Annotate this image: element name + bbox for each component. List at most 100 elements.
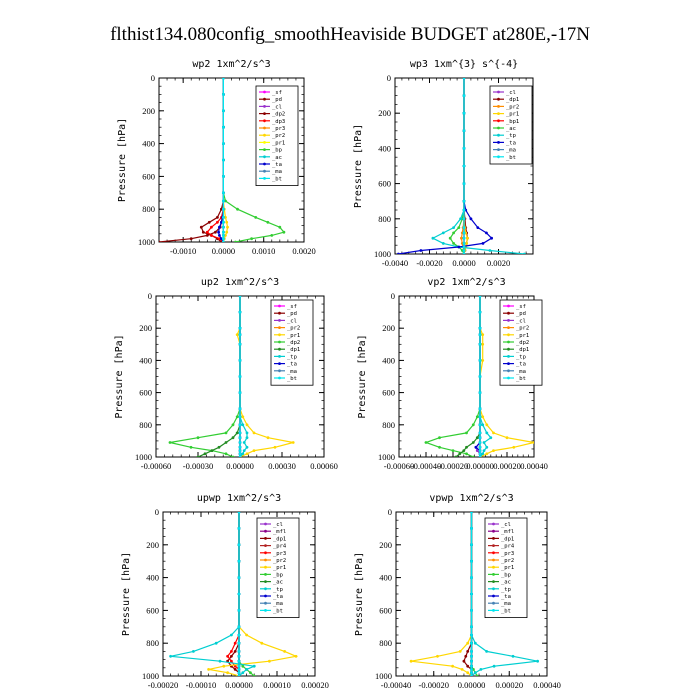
legend-label: _sf — [287, 304, 297, 310]
data-point — [245, 633, 249, 637]
x-tick-label: -0.00060 — [384, 461, 414, 471]
data-point — [485, 231, 488, 235]
data-point — [441, 242, 445, 245]
data-point — [478, 407, 482, 411]
data-point — [237, 512, 241, 514]
y-tick-label: 800 — [379, 638, 392, 648]
data-point — [231, 436, 235, 440]
panel-title: wp2 1xm^2/s^3 — [192, 59, 270, 70]
x-tick-label: 0.00040 — [533, 680, 561, 690]
data-point — [222, 234, 225, 237]
data-point — [220, 207, 223, 211]
data-point — [478, 415, 482, 419]
legend-label: _pr1 — [287, 333, 300, 339]
data-point — [492, 664, 496, 668]
x-tick-label: -0.0040 — [382, 258, 408, 268]
y-axis-label: Pressure [hPa] — [117, 118, 128, 202]
data-point — [242, 441, 246, 444]
y-axis-label: Pressure [hPa] — [121, 552, 132, 636]
legend-label: _pd — [272, 97, 282, 103]
legend-marker — [497, 112, 500, 115]
data-point — [466, 641, 470, 645]
data-point — [397, 252, 400, 254]
legend-marker — [264, 544, 267, 547]
legend-label: _tp — [501, 587, 511, 593]
data-point — [245, 452, 249, 456]
panel-title: up2 1xm^2/s^3 — [201, 277, 279, 288]
legend-label: _pr3 — [272, 126, 285, 132]
legend-label: _dp1 — [287, 347, 300, 353]
y-tick-label: 0 — [387, 73, 391, 83]
data-point — [462, 111, 466, 115]
data-point — [222, 78, 225, 80]
data-point — [532, 441, 534, 444]
data-point — [235, 431, 239, 435]
y-tick-label: 400 — [378, 143, 391, 153]
data-point — [476, 226, 480, 230]
legend: _sf_pd_cl _pr2_pr1_dp2_dp1_tp _ta_ma_bt — [270, 299, 314, 386]
data-point — [241, 664, 245, 668]
data-point — [462, 147, 466, 150]
data-point — [222, 225, 225, 229]
series-group — [397, 78, 526, 254]
legend-marker — [497, 133, 500, 137]
data-point — [192, 650, 195, 653]
data-point — [462, 164, 466, 168]
legend-label: _dp2 — [516, 340, 529, 346]
legend-label: _pr1 — [501, 565, 514, 571]
data-point — [238, 455, 242, 457]
data-point — [478, 455, 482, 457]
legend-label: _pr2 — [273, 558, 286, 564]
data-point — [465, 242, 468, 245]
legend-label: _pr4 — [273, 544, 287, 550]
y-tick-label: 1000 — [375, 671, 392, 681]
data-point — [481, 333, 485, 336]
legend-marker — [278, 333, 281, 337]
panel-title: wp3 1xm^{3} s^{-4} — [410, 59, 518, 70]
data-point — [478, 296, 482, 298]
data-point — [471, 441, 475, 444]
data-point — [242, 449, 246, 452]
x-tick-label: -0.0010 — [170, 246, 196, 256]
data-point — [485, 423, 489, 427]
legend-label: _sf — [516, 304, 526, 310]
data-point — [210, 449, 214, 452]
data-point — [470, 664, 473, 668]
legend-marker — [507, 369, 510, 373]
x-tick-label: 0.00020 — [495, 680, 523, 690]
data-point — [460, 668, 464, 671]
data-point — [237, 664, 241, 668]
data-point — [241, 452, 245, 456]
data-point — [220, 220, 223, 224]
data-point — [205, 230, 209, 234]
y-tick-label: 200 — [139, 323, 152, 333]
legend-marker — [264, 537, 267, 540]
data-point — [438, 436, 441, 440]
legend-label: _bt — [506, 155, 516, 161]
data-point — [478, 431, 482, 435]
data-point — [438, 445, 441, 449]
data-point — [222, 109, 225, 113]
data-point — [283, 650, 286, 653]
legend-marker — [492, 587, 495, 591]
data-point — [222, 207, 225, 211]
x-tick-label: 0.00010 — [263, 680, 291, 690]
legend-label: _pd — [287, 311, 297, 317]
data-point — [462, 449, 466, 452]
data-point — [266, 436, 270, 440]
legend-marker — [263, 177, 266, 180]
data-point — [473, 671, 477, 675]
data-point — [241, 671, 245, 675]
data-point — [478, 452, 482, 456]
legend-label: _tp — [287, 354, 297, 360]
y-tick-label: 600 — [378, 179, 391, 189]
y-axis-label: Pressure [hPa] — [357, 334, 368, 418]
data-point — [237, 674, 241, 676]
data-point — [273, 445, 277, 449]
legend-label: _pd — [516, 311, 526, 317]
data-point — [481, 452, 485, 456]
data-point — [294, 654, 298, 658]
data-point — [462, 217, 466, 221]
data-point — [226, 225, 229, 229]
y-tick-label: 0 — [155, 507, 159, 517]
